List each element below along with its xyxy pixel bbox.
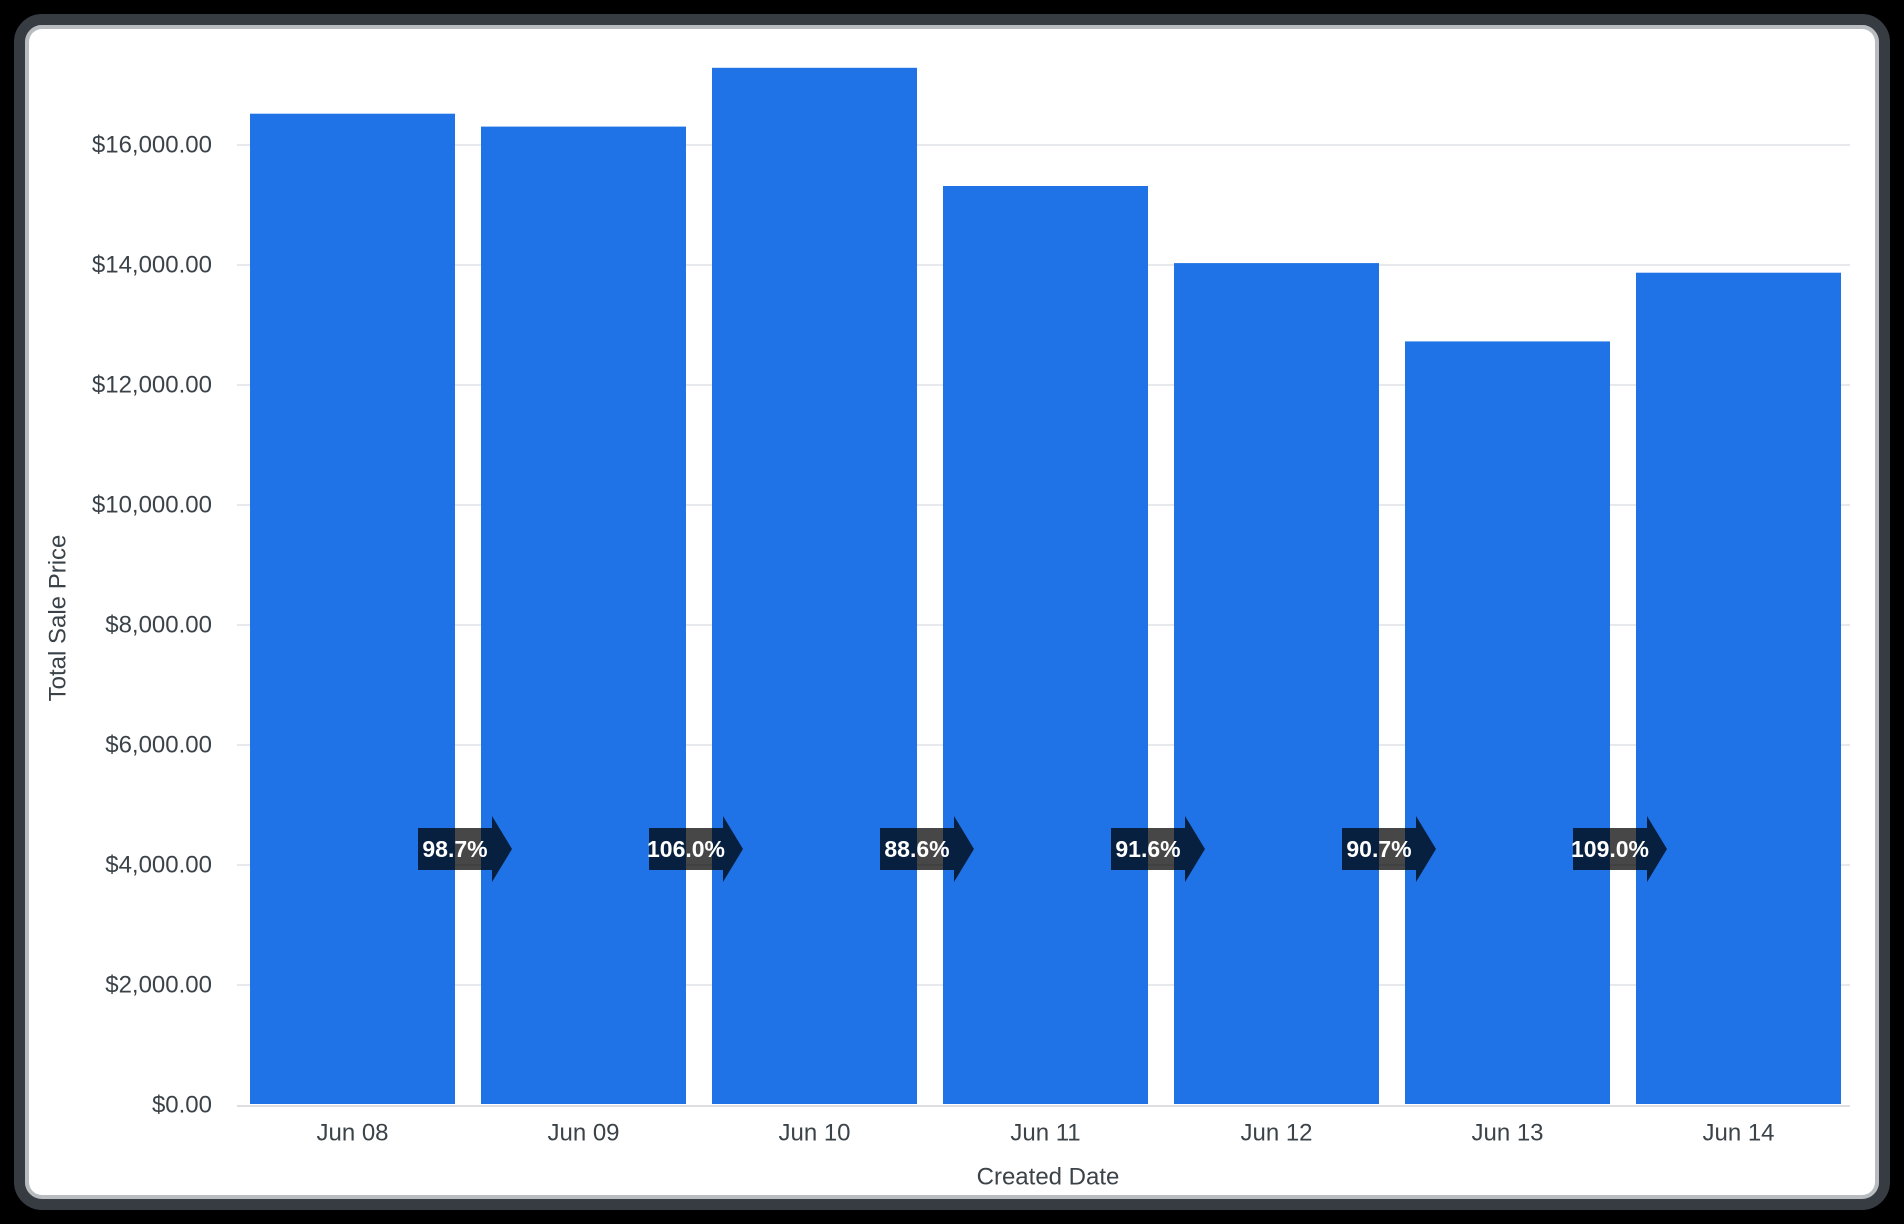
y-tick-label: $12,000.00 <box>92 372 212 399</box>
growth-arrow: 88.6% <box>880 816 974 882</box>
x-tick-label: Jun 08 <box>316 1120 388 1147</box>
growth-arrow: 106.0% <box>647 816 743 882</box>
y-axis-title: Total Sale Price <box>45 535 72 702</box>
y-tick-label: $4,000.00 <box>105 852 212 879</box>
x-tick-label: Jun 13 <box>1471 1120 1543 1147</box>
right-arrow-icon <box>1111 816 1205 882</box>
bar-jun-11[interactable] <box>943 186 1148 1104</box>
growth-arrow: 109.0% <box>1571 816 1667 882</box>
right-arrow-icon <box>1573 816 1667 882</box>
x-axis-title: Created Date <box>977 1164 1120 1191</box>
x-tick-label: Jun 14 <box>1702 1120 1774 1147</box>
bar-jun-09[interactable] <box>481 126 686 1105</box>
bar-jun-14[interactable] <box>1636 272 1841 1104</box>
bar-jun-08[interactable] <box>250 113 455 1104</box>
y-tick-label: $0.00 <box>152 1092 212 1119</box>
growth-arrow-label: 91.6% <box>1115 836 1180 862</box>
right-arrow-icon <box>649 816 743 882</box>
growth-arrow-label: 106.0% <box>647 836 725 862</box>
right-arrow-icon <box>418 816 512 882</box>
growth-arrow-label: 88.6% <box>884 836 949 862</box>
x-tick-label: Jun 10 <box>778 1120 850 1147</box>
growth-arrow: 90.7% <box>1342 816 1436 882</box>
y-tick-label: $8,000.00 <box>105 612 212 639</box>
y-tick-label: $2,000.00 <box>105 972 212 999</box>
growth-arrow: 91.6% <box>1111 816 1205 882</box>
growth-arrow-label: 90.7% <box>1346 836 1411 862</box>
bar-jun-13[interactable] <box>1405 341 1610 1104</box>
growth-arrow: 98.7% <box>418 816 512 882</box>
x-tick-label: Jun 12 <box>1240 1120 1312 1147</box>
y-tick-label: $10,000.00 <box>92 492 212 519</box>
bar-jun-12[interactable] <box>1174 263 1379 1105</box>
x-tick-label: Jun 09 <box>547 1120 619 1147</box>
right-arrow-icon <box>1342 816 1436 882</box>
x-tick-label: Jun 11 <box>1010 1120 1080 1147</box>
y-tick-label: $16,000.00 <box>92 132 212 159</box>
y-tick-label: $14,000.00 <box>92 252 212 279</box>
growth-arrow-label: 98.7% <box>422 836 487 862</box>
y-tick-label: $6,000.00 <box>105 732 212 759</box>
bar-jun-10[interactable] <box>712 67 917 1104</box>
growth-arrow-label: 109.0% <box>1571 836 1649 862</box>
right-arrow-icon <box>880 816 974 882</box>
